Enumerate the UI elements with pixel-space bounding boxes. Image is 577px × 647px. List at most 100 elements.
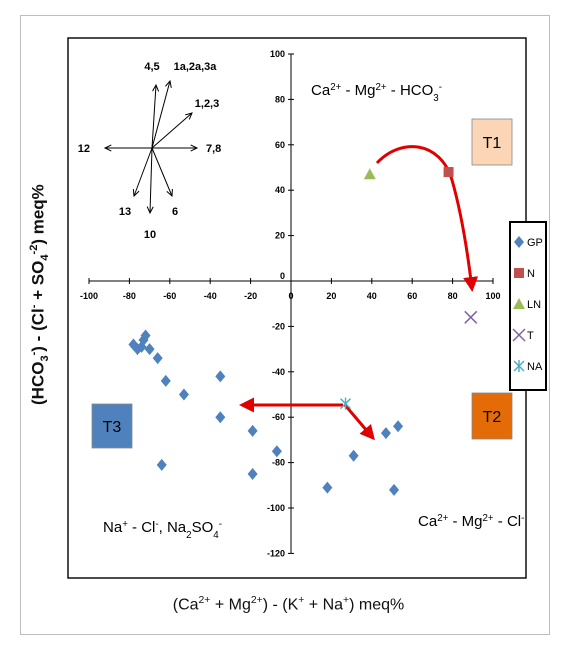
x-tick-label: 40 [367, 291, 377, 301]
data-point-NA [340, 397, 352, 410]
arrow-NA-to-T2 [343, 404, 375, 441]
series-GP [128, 329, 404, 496]
y-tick-label: -80 [272, 458, 285, 468]
compass-spoke [133, 147, 153, 197]
legend-marker-NA [513, 360, 525, 372]
x-tick-label: -80 [123, 291, 136, 301]
y-tick-label: 20 [275, 231, 285, 241]
x-tick-label: 20 [326, 291, 336, 301]
legend-marker-T [512, 328, 526, 342]
compass-arrowhead [190, 144, 199, 152]
data-point-GP [215, 370, 226, 383]
zone-T1-box [471, 118, 513, 166]
x-tick-label: -100 [80, 291, 98, 301]
data-point-GP [156, 458, 167, 471]
y-tick-label: -100 [267, 503, 285, 513]
zone-T3: T3 [91, 403, 133, 449]
data-point-T [464, 310, 478, 324]
zone-T2-box [471, 392, 513, 440]
series-LN [363, 168, 376, 180]
legend-label-LN: LN [527, 299, 541, 311]
series-N [443, 167, 454, 178]
trend-arrows [239, 145, 479, 441]
legend: GP N LN T NA [509, 221, 547, 391]
compass-label: 6 [172, 206, 178, 218]
compass-arrowhead [165, 79, 172, 88]
compass-label: 12 [78, 143, 90, 155]
y-tick-label: -60 [272, 412, 285, 422]
compass-label: 1a,2a,3a [174, 61, 218, 73]
compass-label: 13 [119, 206, 131, 218]
data-point-GP [380, 427, 391, 440]
figure-frame [20, 15, 550, 635]
data-point-GP [247, 467, 258, 480]
compass-arrowhead [185, 112, 193, 120]
compass-arrowhead [152, 83, 160, 92]
y-tick-label: 60 [275, 140, 285, 150]
quadrant-label-bottom-right: Ca2+ - Mg2+ - Cl- [418, 513, 524, 531]
data-point-GP [215, 411, 226, 424]
data-point-GP [160, 374, 171, 387]
y-tick-label: 40 [275, 185, 285, 195]
compass-label: 4,5 [144, 61, 159, 73]
x-tick-label: 80 [448, 291, 458, 301]
data-points [128, 167, 478, 496]
compass-label: 10 [144, 229, 156, 241]
compass-spoke [151, 80, 171, 149]
compass-arrowhead [146, 206, 154, 215]
legend-label-GP: GP [527, 237, 543, 249]
data-point-GP [144, 343, 155, 356]
data-point-GP [271, 445, 282, 458]
zone-T3-label: T3 [103, 419, 122, 436]
data-point-GP [389, 483, 400, 496]
compass-arrowhead [166, 188, 173, 198]
zone-T1: T1 [471, 118, 513, 166]
y-tick-label: -20 [272, 321, 285, 331]
x-tick-label: -60 [163, 291, 176, 301]
x-tick-label: 60 [407, 291, 417, 301]
data-point-LN [363, 168, 376, 180]
compass-arrowhead [103, 144, 112, 152]
legend-marker-GP [514, 236, 524, 248]
quadrant-label-bottom-left: Na+ - Cl-, Na2SO4- [103, 519, 222, 541]
y-tick-label: -40 [272, 367, 285, 377]
compass-spoke [151, 147, 173, 197]
direction-compass: 4,5 1a,2a,3a 1,2,3 7,8 6 10 13 12 [78, 61, 222, 241]
x-axis-label: (Ca2+ + Mg2+) - (K+ + Na+) meq% [172, 595, 405, 614]
plot-area [67, 37, 527, 579]
data-point-GP [178, 388, 189, 401]
legend-label-T: T [527, 330, 534, 342]
axes: -100 -80 -60 -40 -20 0 20 40 60 80 100-120-100-80-… [80, 49, 501, 558]
legend-label-NA: NA [527, 361, 543, 373]
zone-T1-label: T1 [483, 135, 502, 152]
compass-spoke [151, 84, 157, 149]
x-tick-label: 0 [288, 291, 293, 301]
data-point-N [443, 167, 454, 178]
y-tick-label: 80 [275, 94, 285, 104]
arrow-LN-to-T [375, 145, 479, 292]
data-point-GP [348, 449, 359, 462]
data-point-GP [322, 481, 333, 494]
data-point-GP [140, 329, 151, 342]
compass-spoke [151, 112, 193, 149]
y-tick-label: 0 [280, 271, 285, 281]
x-tick-label: -40 [204, 291, 217, 301]
annotations: Ca2+ - Mg2+ - HCO3- Ca2+ - Mg2+ - Cl- Na+ … [91, 82, 524, 541]
y-tick-label: 100 [270, 49, 285, 59]
compass-label: 1,2,3 [195, 98, 219, 110]
data-point-GP [393, 420, 404, 433]
zone-T2: T2 [471, 392, 513, 440]
series-T [464, 310, 478, 324]
compass-arrowhead [132, 188, 140, 198]
legend-marker-N [514, 268, 524, 278]
quadrant-label-top-right: Ca2+ - Mg2+ - HCO3- [311, 82, 442, 104]
data-point-GP [247, 424, 258, 437]
legend-label-N: N [527, 268, 535, 280]
series-NA [340, 397, 352, 410]
y-tick-label: -120 [267, 548, 285, 558]
zone-T3-box [91, 403, 133, 449]
zone-T2-label: T2 [483, 409, 502, 426]
data-point-GP [152, 352, 163, 365]
x-tick-label: 100 [485, 291, 500, 301]
